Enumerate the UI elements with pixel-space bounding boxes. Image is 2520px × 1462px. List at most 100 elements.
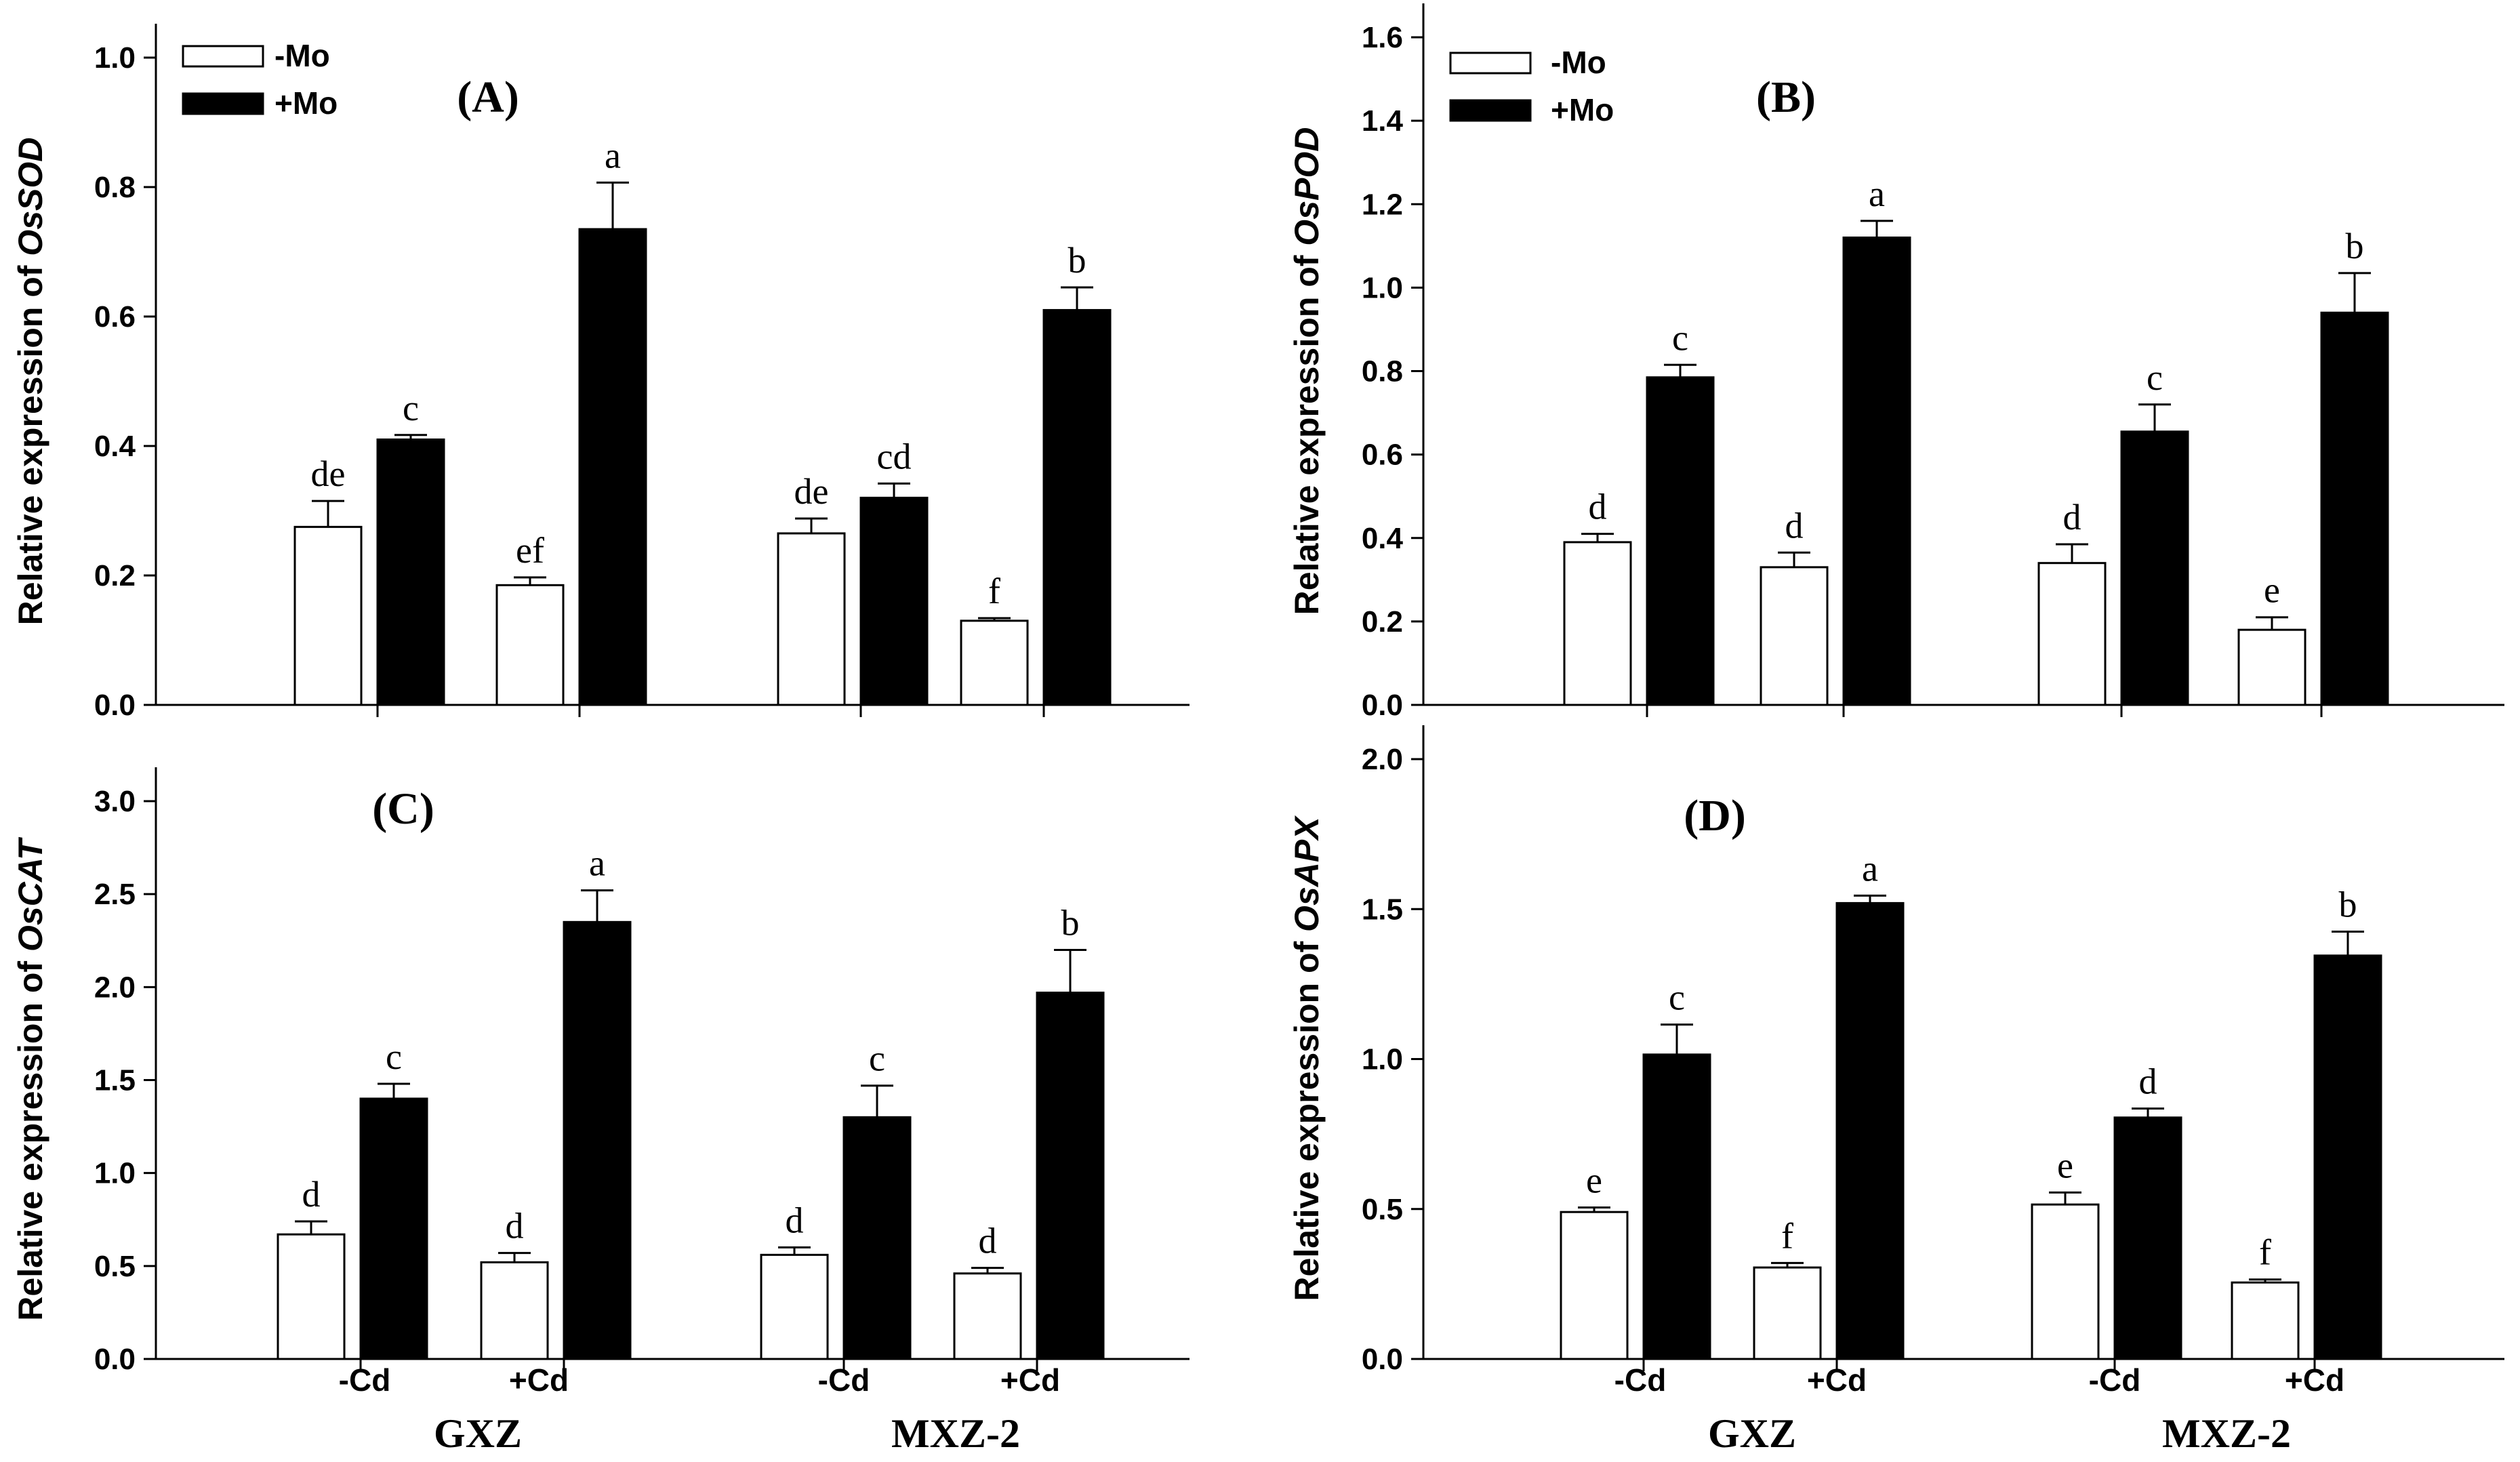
bottom-x-labels: -Cd +Cd -Cd +Cd GXZ MXZ-2 -Cd +Cd -Cd +C… [339,1362,2344,1456]
significance-letter-c: c [869,1038,885,1079]
legend-a: -Mo +Mo [182,38,338,121]
bar-b-minus-mo-0 [1563,541,1632,706]
bar-c-minus-mo-3 [953,1272,1022,1360]
y-tick-label-a: 0.0 [94,689,136,722]
y-axis-label-a: Relative expression of OsSOD [12,138,49,626]
significance-letter-b: c [1672,317,1688,358]
y-tick-label-b: 1.6 [1362,21,1403,54]
panel-tag-c: (C) [372,784,434,834]
bar-a-plus-mo-3 [1042,308,1112,706]
cultivar-label-mxz-c: MXZ-2 [891,1411,1020,1456]
legend-label-minus-mo: -Mo [1551,45,1606,80]
significance-letter-d: e [1586,1160,1602,1201]
bar-d-minus-mo-1 [1753,1266,1822,1360]
cd-label-c4: +Cd [1000,1362,1060,1398]
significance-letter-c: d [979,1221,997,1261]
significance-letter-b: d [2063,497,2081,537]
bar-c-minus-mo-0 [277,1233,346,1360]
significance-letter-c: a [589,843,605,884]
significance-letter-d: c [1669,977,1685,1018]
cultivar-label-gxz-d: GXZ [1708,1411,1796,1456]
significance-letter-d: d [2139,1061,2157,1102]
significance-letter-a: cd [877,436,912,476]
bar-c-minus-mo-1 [480,1261,549,1360]
legend-label-plus-mo: +Mo [275,85,338,121]
bar-b-plus-mo-0 [1646,376,1715,706]
significance-letter-d: b [2339,884,2357,925]
y-tick-label-d: 0.5 [1362,1193,1403,1226]
y-tick-label-b: 1.2 [1362,188,1403,221]
significance-letter-b: c [2147,357,2163,398]
legend-swatch-plus-mo [1449,99,1532,122]
y-axis-label-text: Relative expression of [1288,932,1326,1301]
y-tick-label-c: 0.0 [94,1343,136,1376]
y-axis-gene-name: OsCAT [12,836,49,952]
bar-b-plus-mo-2 [2120,430,2189,706]
y-tick-label-b: 1.0 [1362,271,1403,304]
bar-a-minus-mo-1 [495,584,565,706]
y-axis-label-d: Relative expression of OsAPX [1288,815,1326,1301]
y-tick-label-d: 1.0 [1362,1043,1403,1076]
bar-a-plus-mo-0 [376,438,445,706]
y-axis-gene-name: OsAPX [1288,815,1326,932]
significance-letter-a: b [1068,240,1086,281]
bar-c-plus-mo-3 [1036,992,1105,1360]
y-tick-label-b: 0.2 [1362,605,1403,638]
bar-a-plus-mo-1 [578,228,647,706]
legend-swatch-minus-mo [182,45,264,68]
bar-b-minus-mo-1 [1760,566,1829,706]
significance-letter-c: d [302,1174,321,1215]
y-tick-label-b: 0.8 [1362,355,1403,388]
significance-letter-d: e [2057,1145,2073,1185]
y-axis-label-text: Relative expression of [1288,246,1326,615]
significance-letter-c: d [506,1206,524,1246]
y-axis-gene-name: OsSOD [12,138,49,256]
significance-letter-d: f [1781,1215,1793,1256]
significance-letter-b: b [2346,226,2364,266]
bar-c-plus-mo-1 [563,920,632,1360]
panel-a: 0.0 0.2 0.4 0.6 0.8 1.0 de ef de f c a cd b (A) Relativ… [12,24,1190,722]
y-tick-label-b: 0.4 [1362,522,1404,555]
y-tick-label-c: 0.5 [94,1250,136,1283]
panel-tag-b: (B) [1756,73,1816,122]
panel-b: 0.0 0.2 0.4 0.6 0.8 1.0 1.2 1.4 1.6 d d d e c a c b (B) Re… [1288,3,2504,722]
bar-a-minus-mo-3 [960,620,1029,706]
legend-b: -Mo +Mo [1449,45,1614,127]
y-tick-label-c: 1.0 [94,1157,136,1190]
significance-letter-c: c [386,1036,402,1077]
y-axis-label-b: Relative expression of OsPOD [1288,127,1326,615]
bar-c-plus-mo-0 [359,1097,428,1360]
legend-swatch-plus-mo [182,92,264,115]
cultivar-label-gxz-c: GXZ [434,1411,522,1456]
legend-swatch-minus-mo [1449,52,1532,75]
cd-label-c1: -Cd [339,1362,391,1398]
y-tick-label-c: 3.0 [94,785,136,818]
panel-tag-a: (A) [457,73,519,122]
significance-letter-a: a [605,135,621,176]
significance-letter-c: d [786,1200,804,1240]
bar-d-minus-mo-3 [2231,1281,2300,1360]
bar-d-minus-mo-2 [2031,1203,2100,1360]
cultivar-label-mxz-d: MXZ-2 [2162,1411,2291,1456]
y-tick-label-b: 0.6 [1362,439,1403,472]
y-tick-label-d: 2.0 [1362,743,1403,776]
y-axis-gene-name: OsPOD [1288,127,1326,246]
cd-label-d1: -Cd [1614,1362,1667,1398]
panel-d: 0.0 0.5 1.0 1.5 2.0 e f e f c a d b (D) Relative expre… [1288,725,2504,1376]
bar-b-plus-mo-1 [1842,237,1911,706]
y-tick-label-a: 0.6 [94,300,136,333]
y-axis-label-text: Relative expression of [12,952,49,1321]
significance-letter-a: f [988,571,1000,611]
y-tick-label-a: 0.4 [94,430,136,463]
bar-c-minus-mo-2 [760,1253,829,1360]
bar-a-minus-mo-0 [293,525,363,706]
bar-d-plus-mo-2 [2113,1116,2182,1360]
cd-label-c2: +Cd [509,1362,569,1398]
significance-letter-a: ef [516,530,544,571]
y-axis-label-c: Relative expression of OsCAT [12,836,49,1321]
bar-a-plus-mo-2 [859,496,929,706]
significance-letter-d: f [2259,1232,2271,1273]
bar-d-plus-mo-1 [1835,901,1905,1360]
significance-letter-a: de [311,453,346,494]
